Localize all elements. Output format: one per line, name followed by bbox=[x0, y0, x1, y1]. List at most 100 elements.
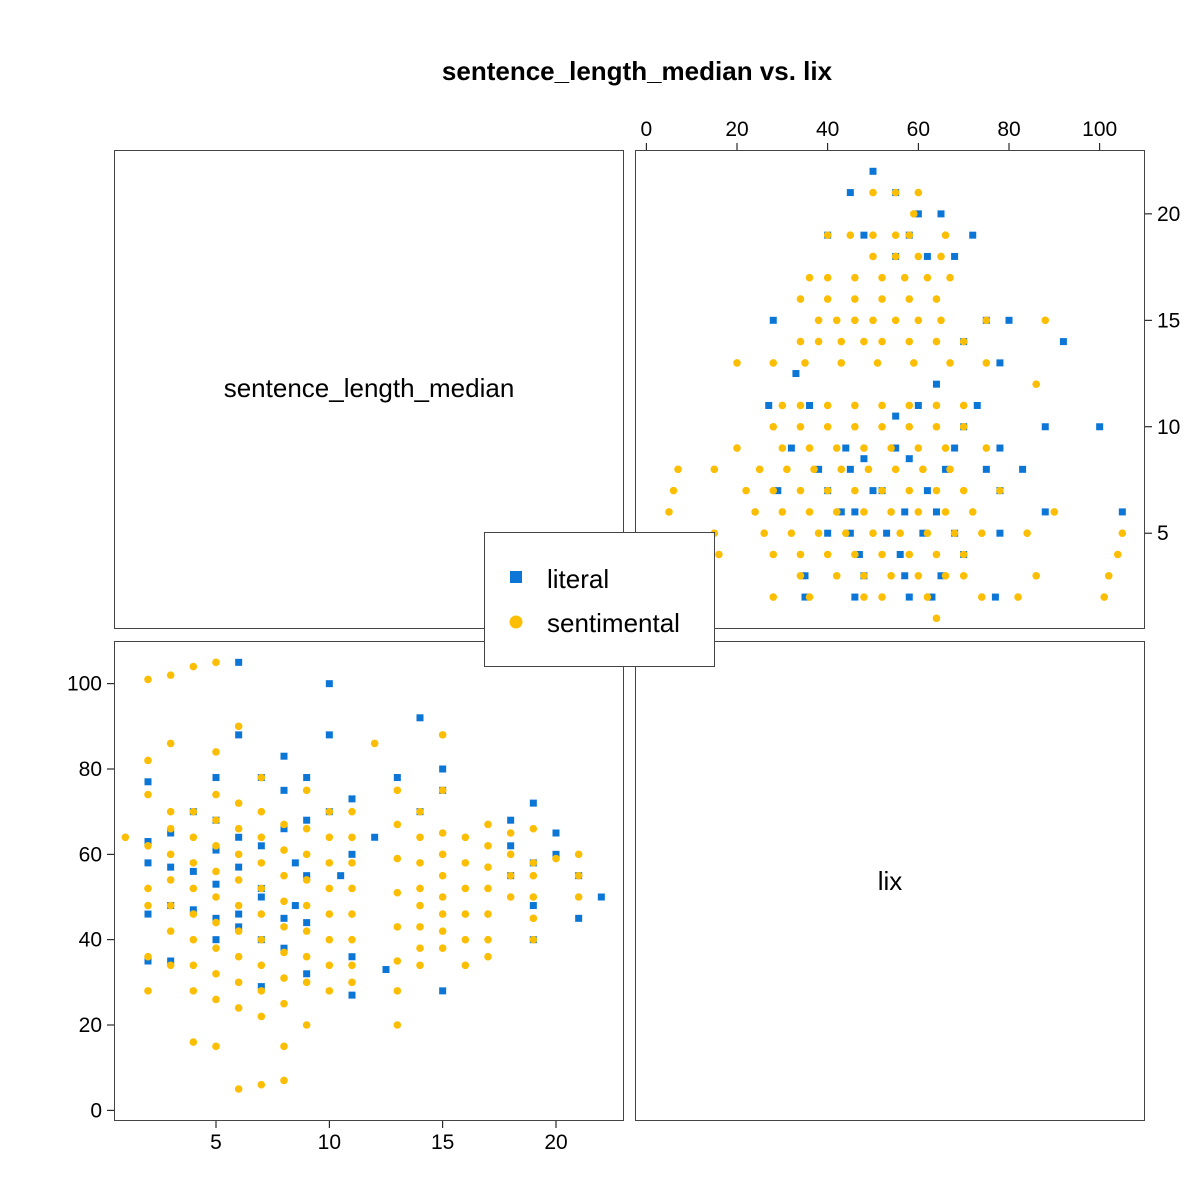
point-sentimental bbox=[982, 444, 991, 452]
point-sentimental bbox=[234, 952, 243, 961]
point-sentimental bbox=[234, 1085, 243, 1093]
point-sentimental bbox=[823, 401, 832, 410]
point-sentimental bbox=[234, 850, 243, 859]
point-sentimental bbox=[733, 359, 741, 367]
point-sentimental bbox=[851, 273, 859, 282]
point-sentimental bbox=[842, 529, 850, 537]
point-sentimental bbox=[484, 863, 492, 871]
point-sentimental bbox=[669, 486, 678, 495]
point-sentimental bbox=[234, 722, 243, 731]
chart-title: sentence_length_median vs. lix bbox=[442, 56, 833, 86]
point-sentimental bbox=[923, 273, 932, 282]
point-literal bbox=[1118, 508, 1126, 516]
point-literal bbox=[932, 508, 940, 516]
point-sentimental bbox=[878, 486, 886, 495]
point-sentimental bbox=[484, 842, 492, 850]
point-literal bbox=[774, 487, 782, 495]
top-axis-tick-label: 20 bbox=[725, 118, 748, 141]
point-sentimental bbox=[805, 273, 814, 282]
point-sentimental bbox=[919, 465, 927, 474]
left-axis-tick-label: 20 bbox=[79, 1014, 102, 1037]
point-sentimental bbox=[959, 550, 968, 559]
point-literal bbox=[801, 572, 809, 580]
point-sentimental bbox=[751, 508, 759, 516]
point-sentimental bbox=[438, 786, 447, 795]
point-sentimental bbox=[144, 884, 152, 893]
point-literal bbox=[325, 731, 333, 739]
top-axis-tick-label: 0 bbox=[640, 118, 652, 141]
point-sentimental bbox=[905, 295, 914, 303]
point-sentimental bbox=[864, 465, 873, 474]
point-literal bbox=[280, 914, 288, 922]
point-sentimental bbox=[234, 876, 243, 884]
point-sentimental bbox=[166, 671, 175, 679]
point-sentimental bbox=[905, 231, 914, 239]
point-sentimental bbox=[959, 486, 968, 495]
point-sentimental bbox=[506, 850, 515, 859]
point-sentimental bbox=[257, 1012, 266, 1021]
point-sentimental bbox=[212, 1042, 220, 1051]
point-sentimental bbox=[869, 252, 877, 261]
panel-diagonal-lix bbox=[635, 641, 1145, 1121]
point-sentimental bbox=[878, 295, 886, 303]
point-sentimental bbox=[574, 850, 583, 859]
point-literal bbox=[1019, 465, 1027, 473]
point-literal bbox=[951, 444, 959, 452]
point-sentimental bbox=[144, 842, 152, 850]
point-literal bbox=[973, 401, 981, 409]
point-sentimental bbox=[302, 952, 311, 961]
point-sentimental bbox=[905, 337, 914, 346]
point-sentimental bbox=[257, 910, 266, 918]
point-sentimental bbox=[891, 188, 900, 197]
point-sentimental bbox=[805, 508, 814, 516]
point-sentimental bbox=[978, 529, 986, 537]
point-sentimental bbox=[778, 444, 787, 452]
point-sentimental bbox=[1032, 571, 1040, 580]
point-sentimental bbox=[968, 508, 977, 516]
point-sentimental bbox=[796, 295, 805, 303]
point-sentimental bbox=[769, 593, 778, 601]
point-sentimental bbox=[923, 593, 932, 601]
point-sentimental bbox=[801, 359, 809, 367]
point-literal bbox=[892, 444, 900, 452]
point-sentimental bbox=[674, 465, 682, 474]
point-sentimental bbox=[393, 987, 402, 995]
point-literal bbox=[928, 593, 936, 601]
point-sentimental bbox=[348, 833, 356, 842]
point-literal bbox=[167, 957, 175, 965]
point-sentimental bbox=[529, 859, 538, 867]
point-sentimental bbox=[783, 465, 791, 474]
point-literal bbox=[942, 465, 950, 473]
bottom-axis-tick-label: 20 bbox=[544, 1131, 567, 1154]
point-sentimental bbox=[461, 961, 470, 970]
point-sentimental bbox=[393, 957, 402, 965]
point-sentimental bbox=[166, 850, 175, 859]
point-sentimental bbox=[959, 422, 968, 431]
point-literal bbox=[507, 842, 515, 850]
point-sentimental bbox=[878, 593, 886, 601]
point-sentimental bbox=[212, 970, 220, 978]
point-literal bbox=[1041, 423, 1049, 431]
point-sentimental bbox=[860, 508, 868, 516]
point-sentimental bbox=[1100, 593, 1108, 601]
point-sentimental bbox=[280, 871, 288, 880]
point-sentimental bbox=[257, 773, 266, 782]
point-sentimental bbox=[438, 731, 447, 739]
right-axis-tick-label: 10 bbox=[1157, 416, 1180, 439]
point-sentimental bbox=[832, 444, 841, 452]
point-sentimental bbox=[461, 833, 470, 842]
point-sentimental bbox=[959, 571, 968, 580]
point-literal bbox=[923, 252, 931, 260]
point-sentimental bbox=[144, 987, 152, 995]
point-literal bbox=[371, 833, 379, 841]
point-literal bbox=[416, 714, 424, 722]
legend-box bbox=[484, 532, 715, 667]
point-sentimental bbox=[959, 337, 968, 346]
point-sentimental bbox=[851, 422, 859, 431]
axes-group: 0 20 40 60 80 100 5 10 15 20 5 10 15 20 0 20 40 60 80 100 bbox=[67, 118, 1180, 1154]
point-literal bbox=[235, 658, 243, 666]
point-sentimental bbox=[529, 893, 538, 901]
point-sentimental bbox=[941, 231, 950, 239]
point-sentimental bbox=[257, 987, 266, 995]
point-sentimental bbox=[996, 486, 1004, 495]
